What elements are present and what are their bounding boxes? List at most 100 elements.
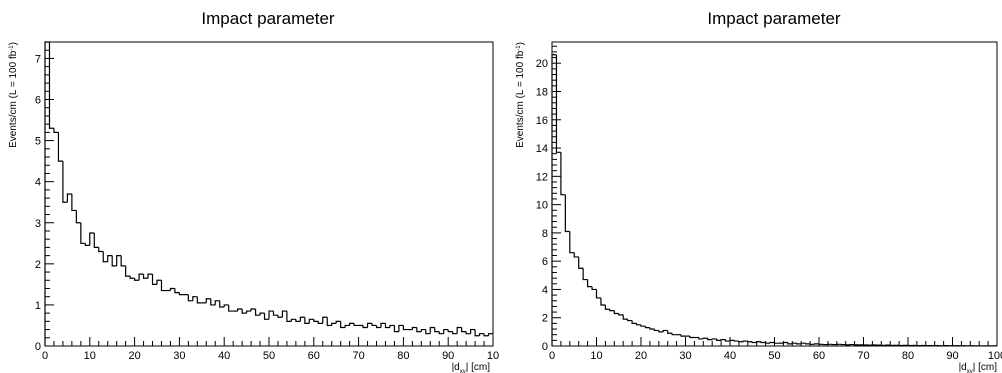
histogram-bin (111, 255, 117, 267)
histogram-bin (622, 314, 628, 320)
histogram-bin (371, 323, 377, 327)
histogram-bin (716, 338, 722, 341)
histogram-bin (308, 318, 314, 324)
histogram-bin (724, 339, 730, 342)
histogram-bin (662, 329, 668, 332)
x-axis-label-suffix: | [cm] (466, 362, 490, 373)
x-tick-label: 0 (549, 350, 555, 362)
y-tick-label: 4 (35, 177, 41, 189)
histogram-bin (698, 337, 704, 340)
histogram-bin (210, 298, 216, 306)
histogram-bin (420, 328, 426, 332)
histogram-bin (120, 255, 126, 267)
histogram-bin (411, 326, 417, 330)
histogram-bin (653, 329, 659, 332)
histogram-bin (760, 341, 766, 344)
x-tick-label: 50 (263, 350, 275, 362)
histogram-bin (286, 311, 292, 322)
histogram-bin (461, 327, 467, 333)
x-tick-label: 50 (768, 350, 780, 362)
y-axis-label-superscript: -1 (516, 45, 522, 51)
histogram-bin (75, 210, 81, 224)
histogram-bin (443, 328, 449, 334)
histogram-bin (756, 341, 762, 343)
histogram-bin (782, 341, 788, 344)
histogram-bin (241, 309, 247, 314)
x-tick-label: 30 (679, 350, 691, 362)
x-tick-label: 10 (487, 350, 499, 362)
y-tick-label: 1 (35, 300, 41, 312)
histogram-bin (595, 289, 601, 299)
histogram-bin (344, 324, 350, 328)
histogram-bin (313, 319, 319, 322)
histogram-bin (569, 231, 575, 254)
histogram-bin (214, 300, 220, 305)
x-tick-label: 90 (442, 350, 454, 362)
x-tick-label: 10 (590, 350, 602, 362)
y-tick-label: 2 (542, 313, 548, 325)
histogram-bin (134, 278, 140, 281)
y-axis-label-suffix: ) (515, 42, 526, 45)
histogram-bin (773, 342, 779, 344)
histogram-bin (689, 336, 695, 339)
histogram-bin (192, 296, 198, 301)
plot-frame (551, 41, 998, 347)
histogram-bin (160, 280, 166, 292)
histogram-bin (322, 316, 328, 324)
histogram-bin (84, 243, 90, 246)
histogram-bin (147, 273, 153, 279)
y-tick-label: 12 (536, 171, 548, 183)
histogram-bin (259, 312, 265, 316)
histogram-bin (631, 320, 637, 324)
histogram-bin (573, 252, 579, 258)
histogram-bin (80, 222, 86, 244)
histogram-bin (644, 326, 650, 329)
histogram-bin (223, 304, 229, 307)
histogram-bin (416, 327, 422, 333)
x-axis-label: |dxy| [cm] (959, 362, 998, 373)
histogram-bin (796, 343, 802, 345)
histogram-bin (178, 292, 184, 296)
histogram-bin (57, 132, 63, 162)
histogram-bin (729, 339, 735, 342)
histogram-bin (618, 313, 624, 316)
histogram-bin (299, 316, 305, 322)
histogram-bin (751, 341, 757, 344)
histogram-bin (219, 300, 225, 308)
y-tick-label: 18 (536, 86, 548, 98)
y-axis-label: Events/cm (L = 100 fb-1) (515, 42, 526, 148)
histogram-bin (805, 343, 811, 345)
y-axis-label-suffix: ) (8, 42, 19, 45)
x-axis-label-main: |d (452, 362, 460, 373)
histogram-bin (671, 333, 677, 336)
histogram-bin (366, 322, 373, 328)
histogram-bin (66, 193, 72, 203)
histogram-bin (600, 297, 606, 306)
histogram-bin (483, 333, 489, 337)
histogram-bin (254, 309, 261, 316)
histogram-bin (237, 308, 243, 312)
histogram-bin (560, 152, 566, 196)
histogram-bin (353, 323, 359, 327)
histogram-bin (578, 256, 584, 269)
histogram-bin (787, 342, 793, 345)
histogram-bin (290, 318, 296, 322)
x-tick-label: 10 (84, 350, 96, 362)
x-tick-label: 90 (946, 350, 958, 362)
plot-frame (44, 41, 494, 347)
histogram-bin (326, 317, 332, 327)
histogram-bin (169, 287, 175, 291)
histogram-bin (587, 279, 593, 288)
histogram-bin (174, 288, 180, 294)
histogram-bin (609, 309, 615, 312)
histogram-bin (349, 322, 355, 326)
histogram-bin (53, 128, 59, 133)
histogram-bin (658, 330, 664, 333)
histogram-bin (228, 304, 234, 312)
y-tick-label: 0 (35, 341, 41, 353)
histogram-bin (452, 331, 458, 335)
histogram-bin (707, 338, 713, 341)
histogram-bin (125, 265, 131, 277)
y-tick-label: 20 (536, 58, 548, 70)
histogram-bin (142, 274, 149, 279)
